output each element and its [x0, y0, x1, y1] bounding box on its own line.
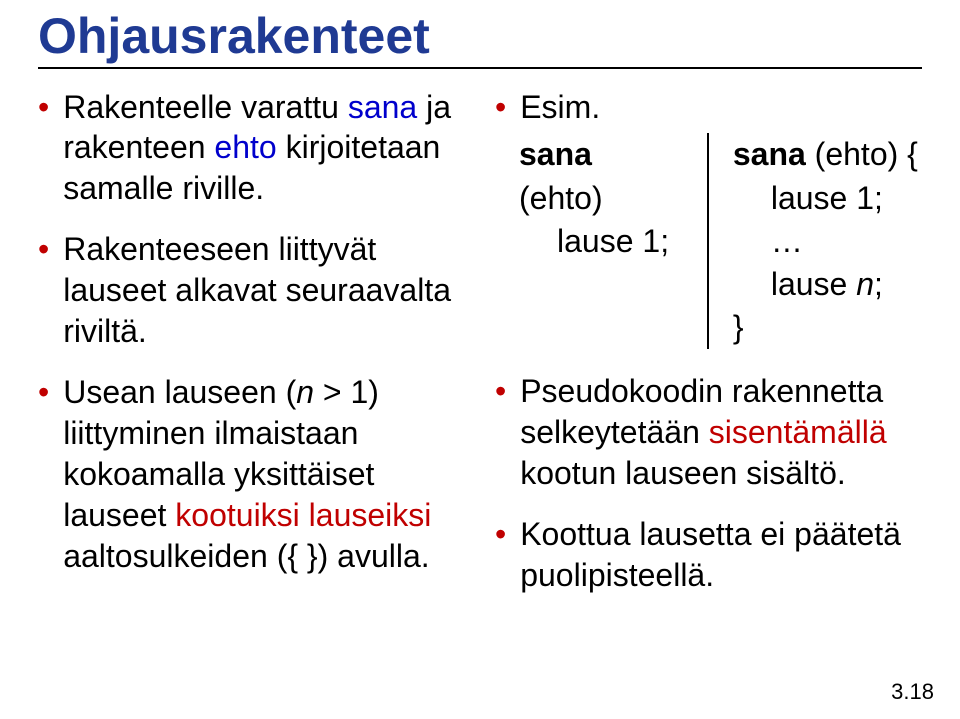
text: Rakenteelle varattu: [63, 89, 348, 125]
bullet-dot-icon: •: [38, 87, 49, 210]
text-keyword: sisentämällä: [709, 414, 887, 450]
text-bold: sana: [733, 136, 806, 172]
text: Usean lauseen (: [63, 374, 296, 410]
bullet-left-1: • Rakenteelle varattu sana ja rakenteen …: [38, 87, 465, 210]
bullet-text: Koottua lausetta ei päätetä puolipisteel…: [520, 514, 922, 596]
example-block: sana (ehto) { lause 1; … lause n; }: [733, 133, 922, 349]
text: lause: [771, 266, 856, 302]
bullet-text: Pseudokoodin rakennetta selkeytetään sis…: [520, 371, 922, 494]
text-var: n: [296, 374, 314, 410]
page-number: 3.18: [891, 679, 934, 705]
bullet-text: Esim.: [520, 87, 922, 128]
bullet-left-2: • Rakenteeseen liittyvät lauseet alkavat…: [38, 229, 465, 352]
code-line: sana (ehto): [519, 133, 683, 219]
bullet-right-2: • Pseudokoodin rakennetta selkeytetään s…: [495, 371, 922, 494]
column-left: • Rakenteelle varattu sana ja rakenteen …: [38, 87, 465, 617]
column-right: • Esim. sana (ehto) lause 1; sana (ehto)…: [495, 87, 922, 617]
code-line: sana (ehto) {: [733, 133, 922, 176]
bullet-dot-icon: •: [38, 229, 49, 352]
bullet-text: Rakenteeseen liittyvät lauseet alkavat s…: [63, 229, 465, 352]
code-line: lause 1; …: [733, 177, 922, 263]
text-keyword: kootuiksi lauseiksi: [175, 497, 431, 533]
text: aaltosulkeiden ({ }) avulla.: [63, 538, 429, 574]
text: kootun lauseen sisältö.: [520, 455, 846, 491]
bullet-text: Usean lauseen (n > 1) liittyminen ilmais…: [63, 372, 465, 577]
bullet-right-3: • Koottua lausetta ei päätetä puolipiste…: [495, 514, 922, 596]
text-var: n: [856, 266, 874, 302]
text: ;: [874, 266, 883, 302]
bullet-dot-icon: •: [495, 87, 506, 128]
bullet-dot-icon: •: [495, 514, 506, 596]
text-bold: sana: [519, 136, 592, 172]
columns: • Rakenteelle varattu sana ja rakenteen …: [38, 87, 922, 617]
text-keyword: ehto: [214, 129, 276, 165]
code-line: }: [733, 306, 922, 349]
title-rule: [38, 67, 922, 69]
bullet-right-esim: • Esim.: [495, 87, 922, 128]
text: (ehto): [519, 180, 603, 216]
bullet-left-3: • Usean lauseen (n > 1) liittyminen ilma…: [38, 372, 465, 577]
code-line: lause n;: [733, 263, 922, 306]
bullet-dot-icon: •: [495, 371, 506, 494]
text: (ehto) {: [806, 136, 918, 172]
vertical-divider: [707, 133, 709, 349]
example-single: sana (ehto) lause 1;: [519, 133, 683, 349]
text-keyword: sana: [348, 89, 417, 125]
example-row: sana (ehto) lause 1; sana (ehto) { lause…: [519, 133, 922, 349]
bullet-dot-icon: •: [38, 372, 49, 577]
slide: Ohjausrakenteet • Rakenteelle varattu sa…: [0, 0, 960, 719]
bullet-text: Rakenteelle varattu sana ja rakenteen eh…: [63, 87, 465, 210]
page-title: Ohjausrakenteet: [38, 10, 922, 63]
code-line: lause 1;: [519, 220, 683, 263]
